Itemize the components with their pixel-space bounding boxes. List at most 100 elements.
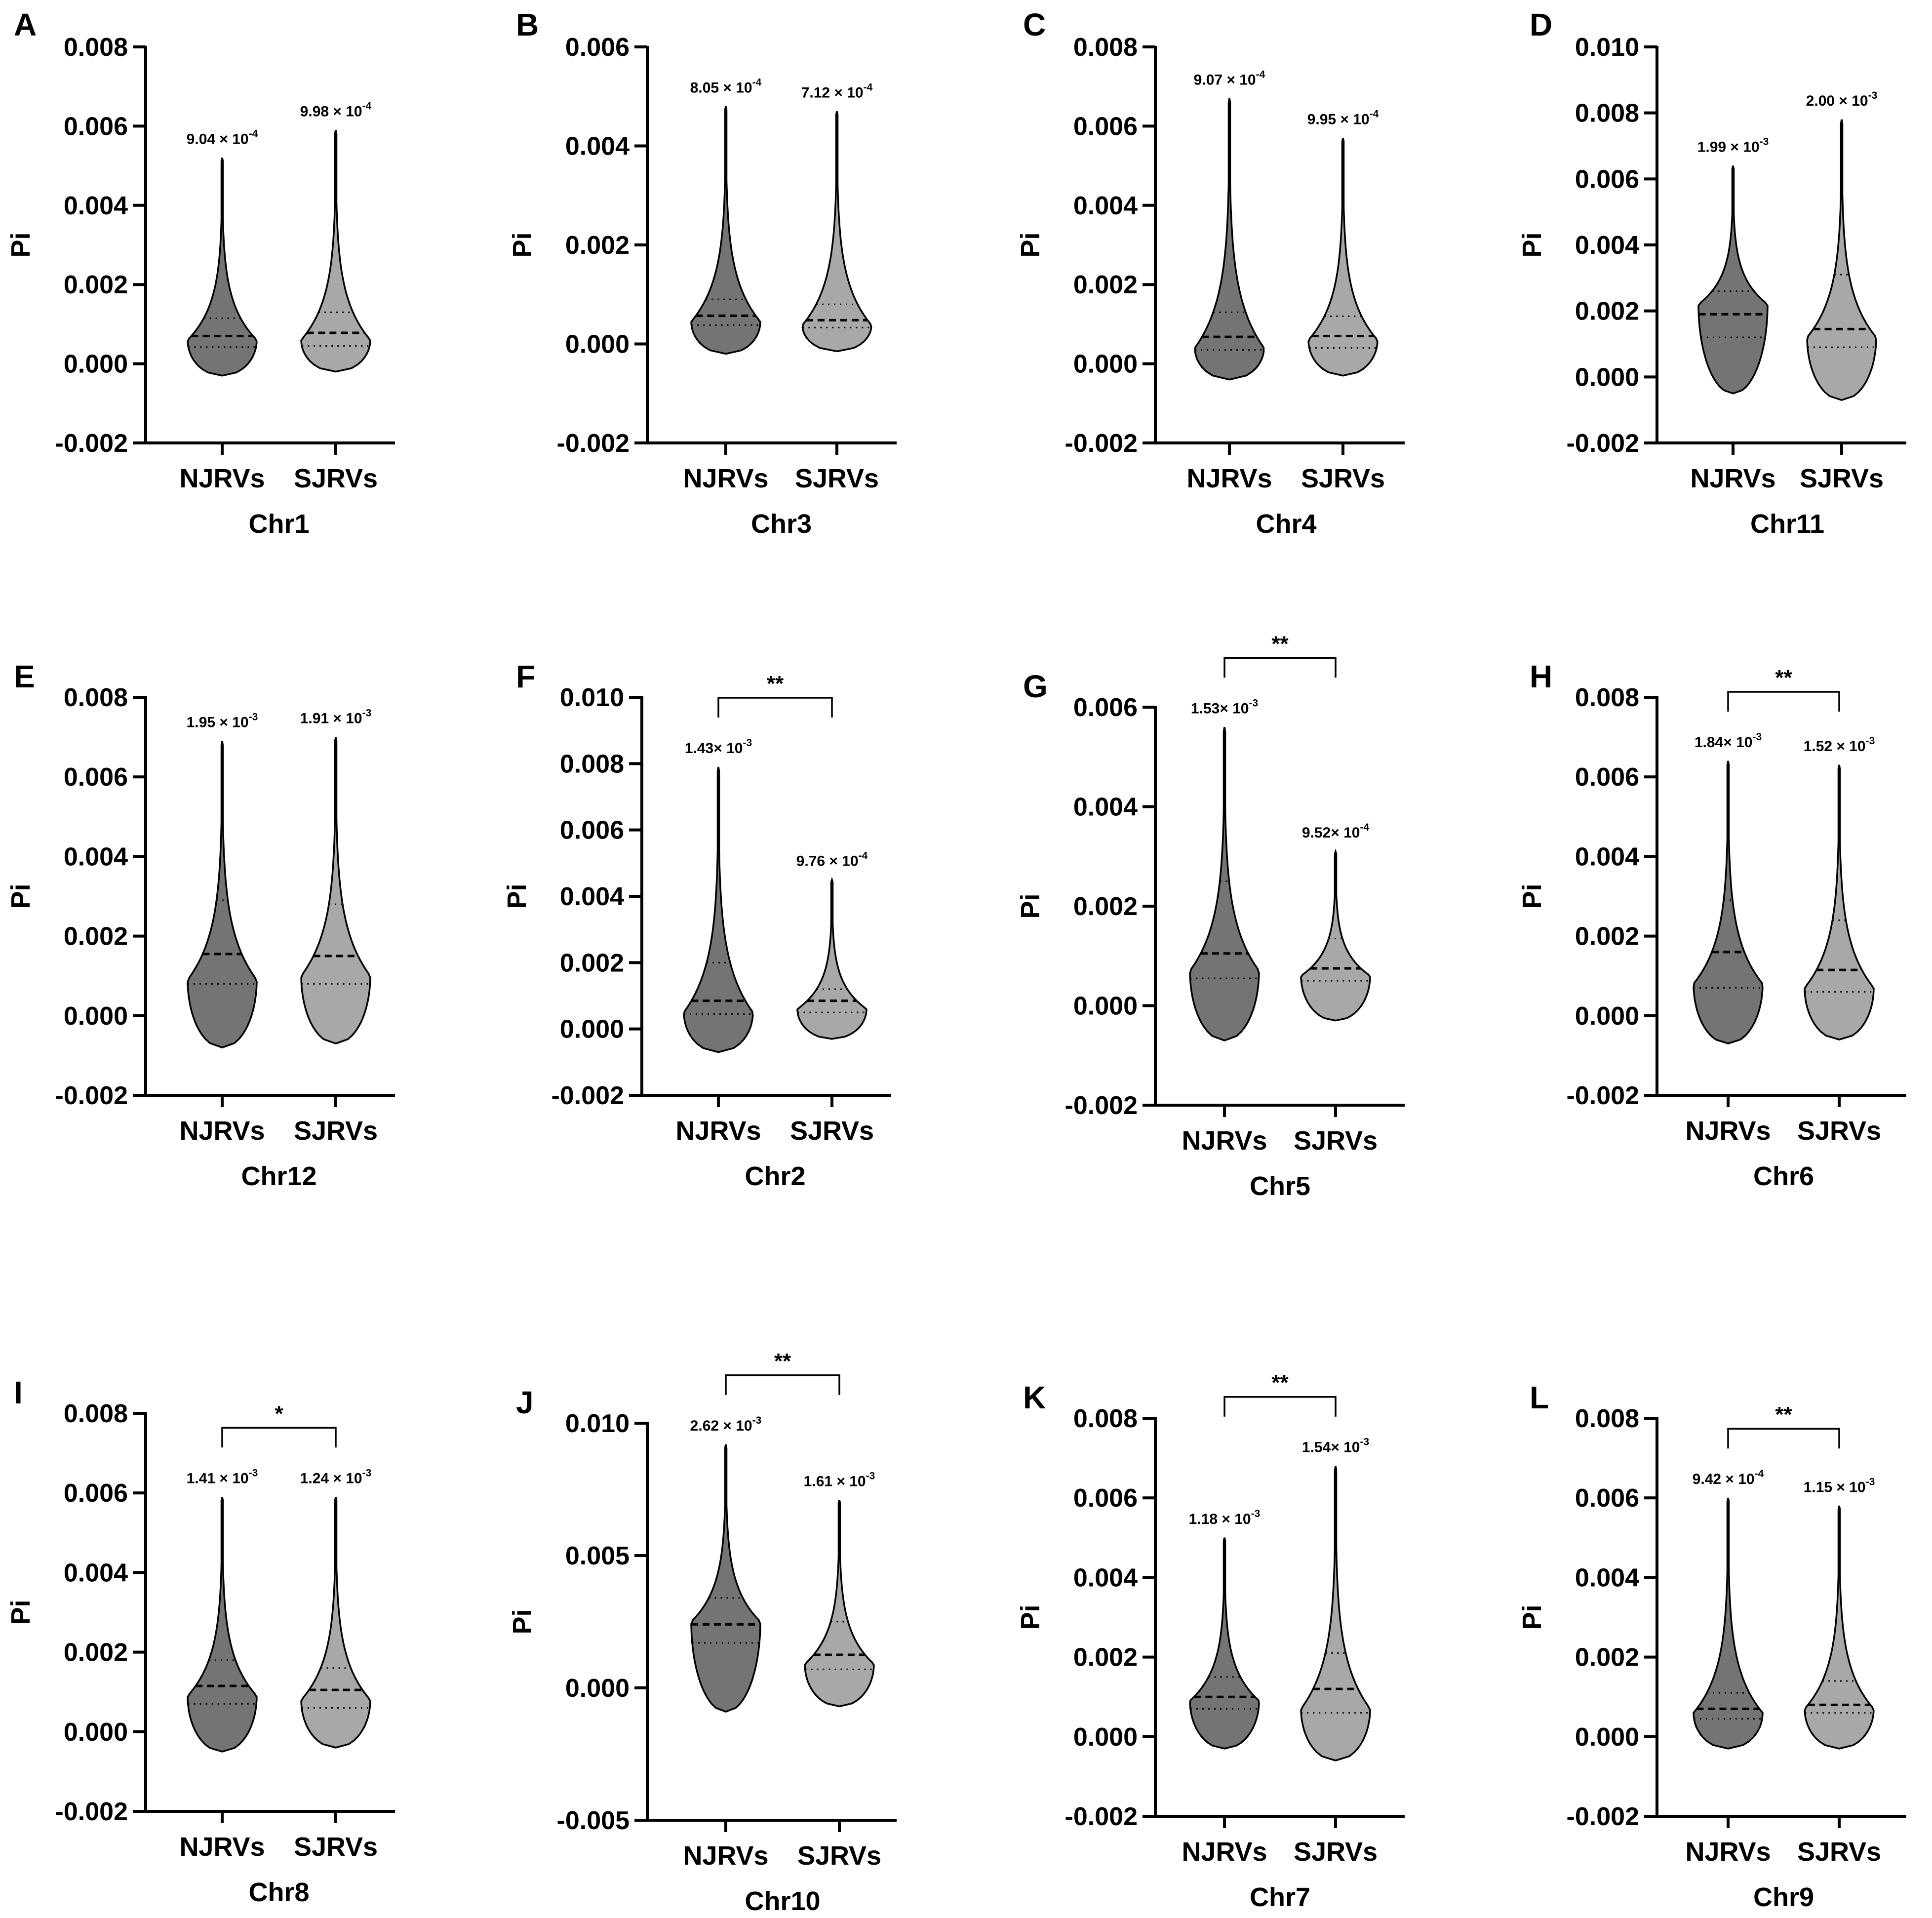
x-axis-label: Chr1 [248, 509, 309, 539]
mean-annotation: 9.07 × 10-4 [1194, 69, 1265, 88]
violin-sjrvs [1300, 1466, 1371, 1762]
y-tick-label: 0.002 [1575, 1643, 1639, 1672]
mean-annotation: 1.41 × 10-3 [187, 1467, 258, 1486]
violin-njrvs [1189, 727, 1260, 1041]
x-axis-label: Chr2 [745, 1161, 805, 1191]
y-tick-label: 0.006 [1073, 1484, 1138, 1513]
x-category-label: NJRVs [1182, 1837, 1267, 1867]
y-tick-label: 0.006 [560, 816, 624, 845]
mean-annotation: 1.84× 10-3 [1695, 731, 1762, 751]
x-category-label: NJRVs [179, 1832, 265, 1862]
y-tick-label: -0.002 [1567, 1802, 1639, 1831]
y-tick-label: 0.004 [1575, 1563, 1639, 1592]
violin-njrvs [1697, 165, 1769, 395]
x-category-label: SJRVs [1294, 1126, 1378, 1156]
panel-letter: E [14, 659, 35, 694]
violin-sjrvs [300, 1496, 371, 1749]
y-tick-label: 0.004 [565, 132, 630, 161]
mean-annotation: 2.00 × 10-3 [1806, 90, 1878, 109]
y-tick-label: 0.002 [1575, 922, 1639, 951]
violin-sjrvs [796, 877, 867, 1040]
y-tick-label: -0.002 [552, 1081, 624, 1110]
y-axis-label: Pi [1016, 1604, 1045, 1630]
mean-annotation: 9.04 × 10-4 [187, 128, 258, 148]
significance-label: ** [1775, 1402, 1792, 1427]
violin-njrvs [1194, 98, 1265, 381]
y-tick-label: 0.010 [560, 683, 624, 712]
violin-sjrvs [1307, 138, 1379, 377]
mean-annotation: 9.52× 10-4 [1302, 822, 1370, 841]
y-tick-label: 0.002 [1073, 892, 1138, 921]
y-tick-label: -0.002 [1065, 429, 1138, 458]
panel-letter: L [1530, 1380, 1549, 1415]
x-axis-label: Chr7 [1250, 1882, 1310, 1912]
violin-njrvs [1693, 760, 1764, 1045]
y-tick-label: 0.004 [64, 192, 128, 220]
violin-sjrvs [801, 111, 872, 353]
violin-njrvs [1189, 1537, 1260, 1750]
y-tick-label: 0.000 [565, 1674, 630, 1703]
y-tick-label: 0.005 [565, 1542, 630, 1570]
x-category-label: SJRVs [797, 1841, 881, 1871]
significance-bracket [1727, 691, 1840, 712]
y-axis-label: Pi [508, 232, 537, 257]
mean-annotation: 9.98 × 10-4 [300, 100, 372, 120]
violin-njrvs [690, 106, 761, 355]
y-axis-label: Pi [502, 883, 532, 909]
y-tick-label: 0.000 [64, 1718, 128, 1747]
y-tick-label: 0.004 [1073, 793, 1138, 822]
y-tick-label: 0.004 [1073, 1563, 1138, 1592]
y-tick-label: 0.006 [64, 763, 128, 792]
x-category-label: SJRVs [1294, 1837, 1378, 1867]
y-tick-label: 0.006 [1073, 112, 1138, 141]
x-category-label: SJRVs [294, 1116, 378, 1146]
panel-letter: H [1530, 659, 1552, 694]
y-tick-label: 0.006 [1575, 763, 1639, 792]
mean-annotation: 8.05 × 10-4 [690, 77, 762, 96]
x-category-label: SJRVs [1797, 1116, 1881, 1146]
mean-annotation: 1.61 × 10-3 [804, 1470, 875, 1489]
y-tick-label: 0.006 [64, 112, 128, 141]
x-category-label: NJRVs [1182, 1126, 1267, 1156]
panel-letter: K [1023, 1380, 1046, 1415]
mean-annotation: 1.43× 10-3 [685, 737, 752, 757]
mean-annotation: 1.99 × 10-3 [1697, 136, 1769, 156]
mean-annotation: 1.95 × 10-3 [187, 712, 258, 731]
y-tick-label: -0.002 [557, 429, 630, 458]
significance-label: ** [767, 672, 784, 696]
y-tick-label: 0.008 [560, 750, 624, 778]
x-category-label: SJRVs [294, 464, 378, 493]
y-tick-label: 0.008 [1073, 1404, 1138, 1433]
mean-annotation: 1.18 × 10-3 [1189, 1508, 1261, 1527]
panel-H: H 0.008 0.006 0.004 0.002 0.000 -0.002 Pi NJRVs S… [1517, 659, 1906, 1191]
mean-annotation: 1.53× 10-3 [1191, 697, 1258, 717]
violin-sjrvs [1300, 848, 1371, 1022]
significance-bracket [1223, 1396, 1337, 1417]
x-category-label: NJRVs [1690, 464, 1775, 493]
y-tick-label: 0.002 [565, 231, 630, 260]
mean-annotation: 1.24 × 10-3 [300, 1467, 372, 1486]
y-axis-label: Pi [1517, 883, 1547, 909]
violin-sjrvs [1804, 1505, 1875, 1750]
panel-A: A 0.008 0.006 0.004 0.002 0.000 -0.002 Pi NJRVs S… [6, 7, 395, 539]
y-axis-label: Pi [1016, 232, 1045, 257]
x-category-label: NJRVs [179, 464, 265, 493]
panel-C: C 0.008 0.006 0.004 0.002 0.000 -0.002 Pi NJRVs S… [1016, 7, 1405, 539]
y-tick-label: 0.000 [1073, 350, 1138, 379]
violin-sjrvs [1806, 119, 1877, 401]
y-tick-label: 0.000 [565, 330, 630, 359]
mean-annotation: 2.62 × 10-3 [690, 1415, 762, 1434]
y-tick-label: 0.000 [1575, 1723, 1639, 1752]
y-tick-label: -0.002 [1567, 1081, 1639, 1110]
significance-label: ** [1271, 1371, 1289, 1395]
mean-annotation: 1.91 × 10-3 [300, 708, 372, 727]
violin-sjrvs [1804, 764, 1875, 1041]
mean-annotation: 1.52 × 10-3 [1804, 735, 1875, 755]
significance-label: ** [1271, 632, 1289, 656]
panel-letter: F [516, 659, 535, 694]
significance-bracket [1223, 657, 1337, 678]
y-tick-label: 0.008 [1575, 1404, 1639, 1433]
violin-njrvs [1693, 1497, 1764, 1750]
y-tick-label: -0.005 [557, 1806, 630, 1835]
y-tick-label: 0.004 [64, 1558, 128, 1587]
